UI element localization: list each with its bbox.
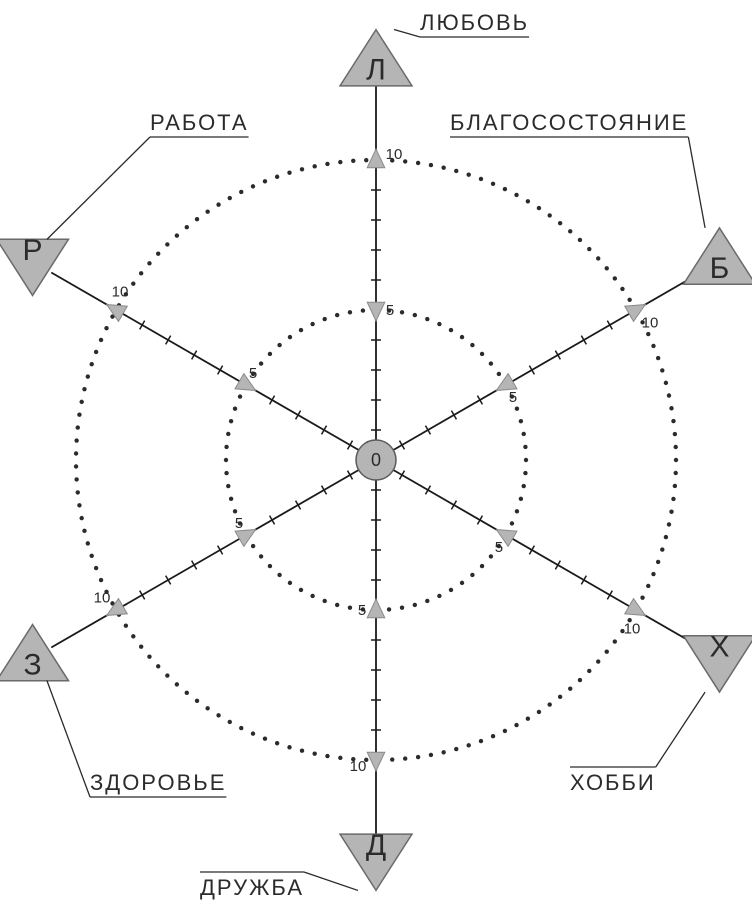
axis-friends: 5 10 Д ДРУЖБА (200, 460, 412, 900)
tick-label-health-10: 10 (94, 589, 111, 606)
axis-label-health: ЗДОРОВЬЕ (90, 770, 226, 795)
axis-love: 5 10 Л ЛЮБОВЬ (340, 10, 529, 460)
axis-letter-health: З (23, 649, 41, 682)
tick-label-wealth-5: 5 (509, 389, 517, 406)
axis-label-work: РАБОТА (150, 110, 249, 135)
tick-label-wealth-10: 10 (642, 315, 659, 332)
axis-letter-wealth: Б (710, 252, 730, 285)
tick-label-love-10: 10 (386, 146, 403, 163)
axis-letter-friends: Д (366, 829, 386, 862)
axis-label-friends: ДРУЖБА (200, 875, 304, 900)
tick-label-work-10: 10 (112, 283, 129, 300)
axis-letter-love: Л (366, 54, 386, 87)
axis-label-wealth: БЛАГОСОСТОЯНИЕ (450, 110, 688, 135)
axis-wealth: 5 10 Б БЛАГОСОСТОЯНИЕ (376, 110, 752, 460)
tick-label-health-5: 5 (235, 515, 243, 532)
axis-label-love: ЛЮБОВЬ (420, 10, 529, 35)
tick-label-hobby-5: 5 (495, 539, 503, 556)
axis-hobby: 5 10 Х ХОББИ (376, 460, 752, 795)
axis-letter-hobby: Х (709, 631, 729, 664)
tick-label-hobby-10: 10 (624, 621, 641, 638)
tick-label-friends-10: 10 (350, 758, 367, 775)
axis-letter-work: Р (23, 234, 43, 267)
life-wheel-diagram: 5 10 Л ЛЮБОВЬ 5 10 Б БЛАГОСОСТОЯНИЕ 5 10 Х ХОББИ 5 10… (0, 0, 752, 915)
axis-label-hobby: ХОББИ (570, 770, 656, 795)
tick-label-love-5: 5 (386, 302, 394, 319)
axis-work: 5 10 Р РАБОТА (0, 110, 376, 460)
tick-label-friends-5: 5 (358, 602, 366, 619)
axis-health: 5 10 З ЗДОРОВЬЕ (0, 460, 376, 797)
tick-label-work-5: 5 (249, 365, 257, 382)
center-label: 0 (371, 450, 381, 470)
